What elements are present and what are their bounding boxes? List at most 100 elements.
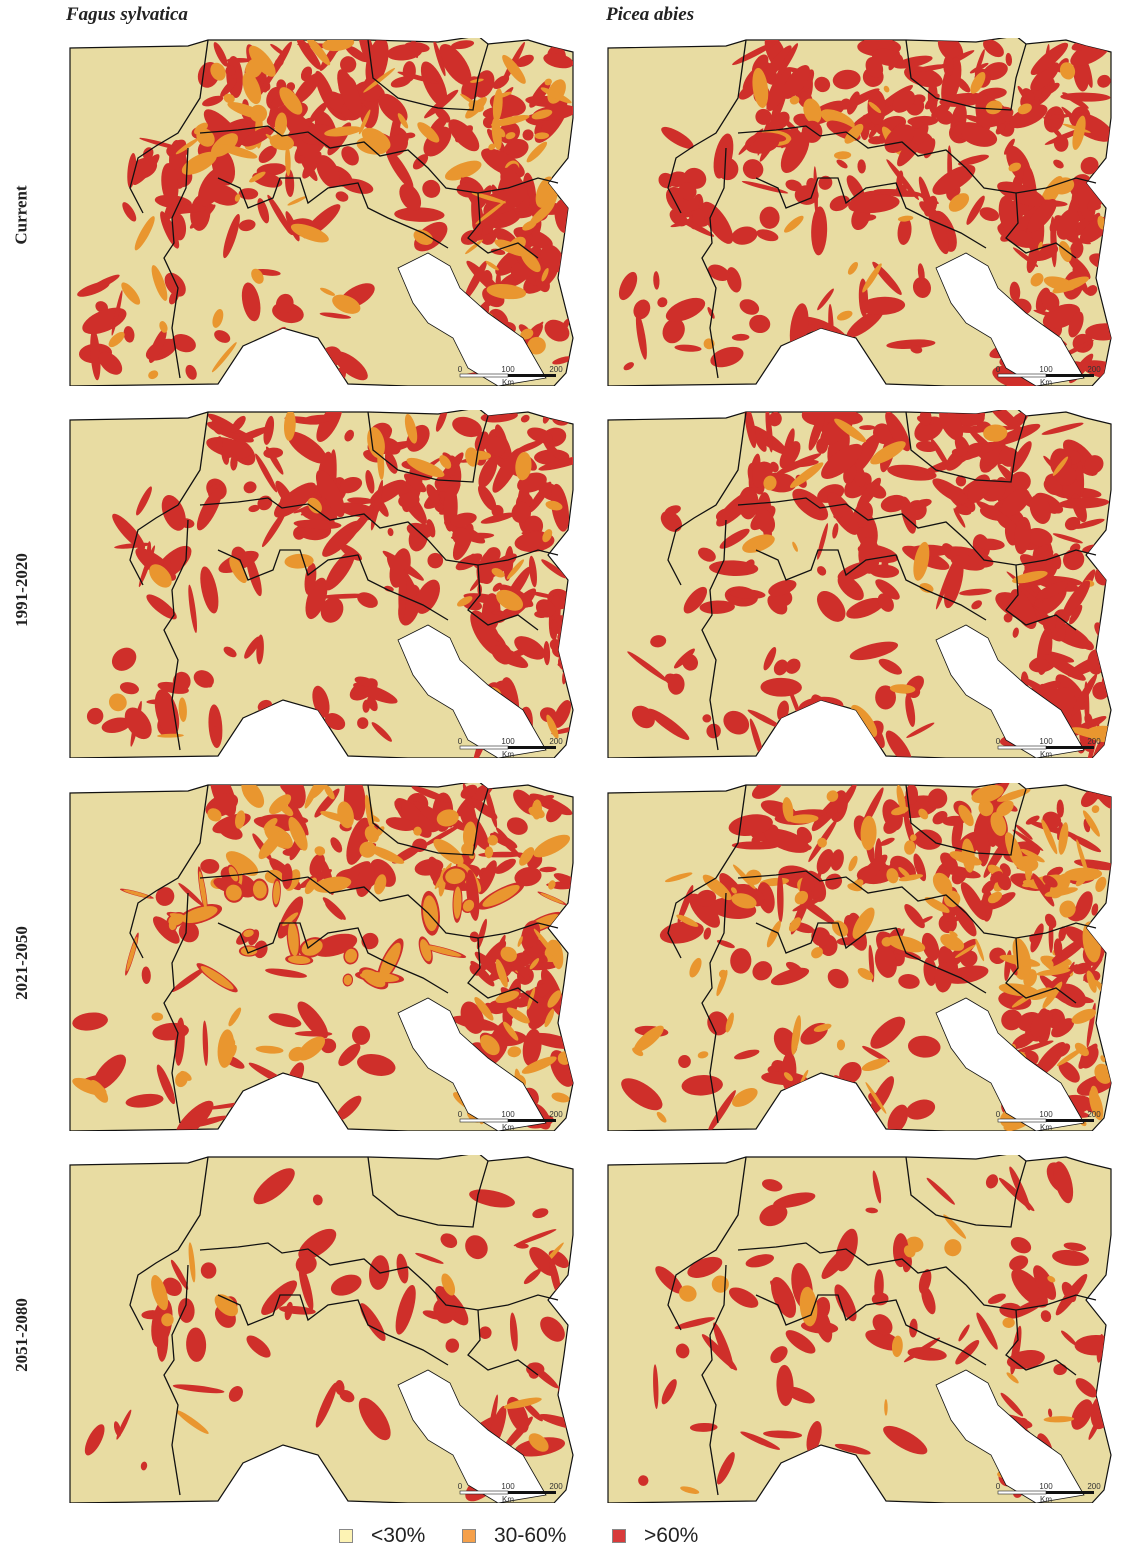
high-suitability-patch (186, 1327, 207, 1362)
high-suitability-patch (489, 645, 529, 669)
mid-suitability-patch (913, 541, 930, 581)
high-suitability-patch (623, 362, 634, 371)
mid-suitability-patch (550, 940, 564, 970)
high-suitability-patch (263, 447, 284, 459)
high-suitability-patch (506, 817, 528, 835)
scale-tick-label: 0 (996, 737, 1001, 746)
mid-suitability-patch (521, 1056, 557, 1074)
high-suitability-patch (816, 590, 846, 622)
mid-suitability-patch (763, 475, 777, 491)
high-suitability-patch (1071, 674, 1098, 717)
high-suitability-patch (953, 508, 966, 528)
high-suitability-patch (897, 217, 912, 245)
high-suitability-patch (251, 346, 269, 363)
mid-suitability-patch (475, 200, 506, 225)
mid-suitability-patch (1043, 276, 1076, 291)
mid-suitability-patch (364, 794, 375, 832)
high-suitability-patch (849, 641, 899, 661)
mid-suitability-patch (529, 201, 555, 226)
legend-item-mid: 30-60% (462, 1524, 566, 1548)
high-suitability-patch (494, 858, 516, 874)
high-suitability-patch (387, 527, 394, 537)
high-suitability-patch (796, 826, 813, 844)
mid-suitability-patch (910, 834, 917, 842)
mid-suitability-patch (358, 109, 371, 135)
high-suitability-patch (951, 815, 964, 849)
high-suitability-patch (997, 181, 1046, 207)
country-border (199, 870, 559, 939)
mid-suitability-patch (883, 85, 890, 93)
mid-suitability-patch (1004, 832, 1024, 869)
scale-bar: 0 100 200 Km (996, 1482, 1101, 1503)
high-suitability-patch (175, 1100, 214, 1131)
country-border (367, 39, 489, 111)
high-suitability-patch (529, 79, 552, 108)
high-suitability-patch (529, 1363, 559, 1389)
high-suitability-patch (731, 226, 758, 245)
high-suitability-patch (955, 505, 972, 516)
high-suitability-patch (345, 45, 368, 63)
high-suitability-patch (934, 962, 953, 993)
mid-suitability-patch (1043, 1416, 1075, 1423)
high-suitability-patch (971, 600, 982, 610)
high-suitability-patch (302, 151, 322, 179)
high-suitability-patch (154, 689, 180, 737)
high-suitability-patch (122, 202, 137, 222)
high-suitability-patch (915, 440, 938, 453)
high-suitability-patch (707, 1090, 736, 1131)
high-suitability-patch (961, 442, 983, 461)
high-suitability-patch (1080, 156, 1099, 175)
mid-suitability-patch (356, 136, 389, 155)
high-suitability-patch (752, 961, 773, 981)
high-suitability-patch (825, 731, 858, 758)
high-suitability-patch (975, 538, 1005, 551)
mid-suitability-patch (161, 1313, 174, 1327)
high-suitability-patch (1001, 1009, 1023, 1031)
high-suitability-patch (478, 484, 497, 512)
country-border (163, 147, 189, 379)
mid-suitability-patch (958, 804, 974, 827)
high-suitability-patch (950, 554, 986, 571)
high-suitability-patch (1049, 218, 1060, 233)
high-suitability-patch (1032, 873, 1055, 907)
high-suitability-patch (771, 1276, 797, 1318)
high-suitability-patch (834, 1443, 871, 1455)
mid-suitability-patch (826, 790, 839, 802)
high-suitability-patch (275, 293, 294, 314)
mid-suitability-patch (1095, 876, 1107, 893)
high-suitability-patch (1055, 1043, 1071, 1058)
mid-suitability-patch (847, 261, 859, 275)
high-suitability-patch (565, 626, 571, 636)
high-suitability-patch (330, 1274, 362, 1296)
high-suitability-patch (415, 579, 441, 614)
high-suitability-patch (707, 1011, 729, 1036)
high-suitability-patch (857, 159, 866, 174)
high-suitability-patch (768, 579, 797, 597)
high-suitability-patch (755, 509, 776, 534)
mid-suitability-patch (932, 872, 953, 896)
high-suitability-patch (230, 454, 238, 471)
high-suitability-patch (960, 882, 987, 921)
high-suitability-patch (384, 451, 398, 474)
mid-suitability-patch (324, 126, 362, 137)
high-suitability-patch (1030, 1009, 1053, 1038)
mid-suitability-patch (332, 294, 361, 314)
mid-suitability-patch (664, 872, 693, 883)
high-suitability-patch (674, 344, 702, 352)
high-suitability-patch (627, 651, 669, 683)
mid-suitability-patch (245, 57, 264, 79)
high-suitability-patch (698, 547, 716, 562)
high-suitability-patch (460, 1001, 485, 1034)
mid-suitability-patch (1044, 887, 1078, 897)
high-suitability-patch (763, 646, 777, 671)
mid-suitability-patch (491, 118, 502, 150)
high-suitability-patch (465, 1235, 488, 1260)
high-suitability-patch (1084, 455, 1104, 474)
high-suitability-patch (552, 356, 573, 365)
scale-unit-label: Km (1040, 378, 1052, 386)
high-suitability-patch (662, 318, 685, 344)
mid-suitability-patch (1063, 867, 1103, 882)
mid-suitability-patch (862, 263, 882, 293)
high-suitability-patch (202, 95, 224, 107)
high-suitability-patch (435, 410, 448, 432)
